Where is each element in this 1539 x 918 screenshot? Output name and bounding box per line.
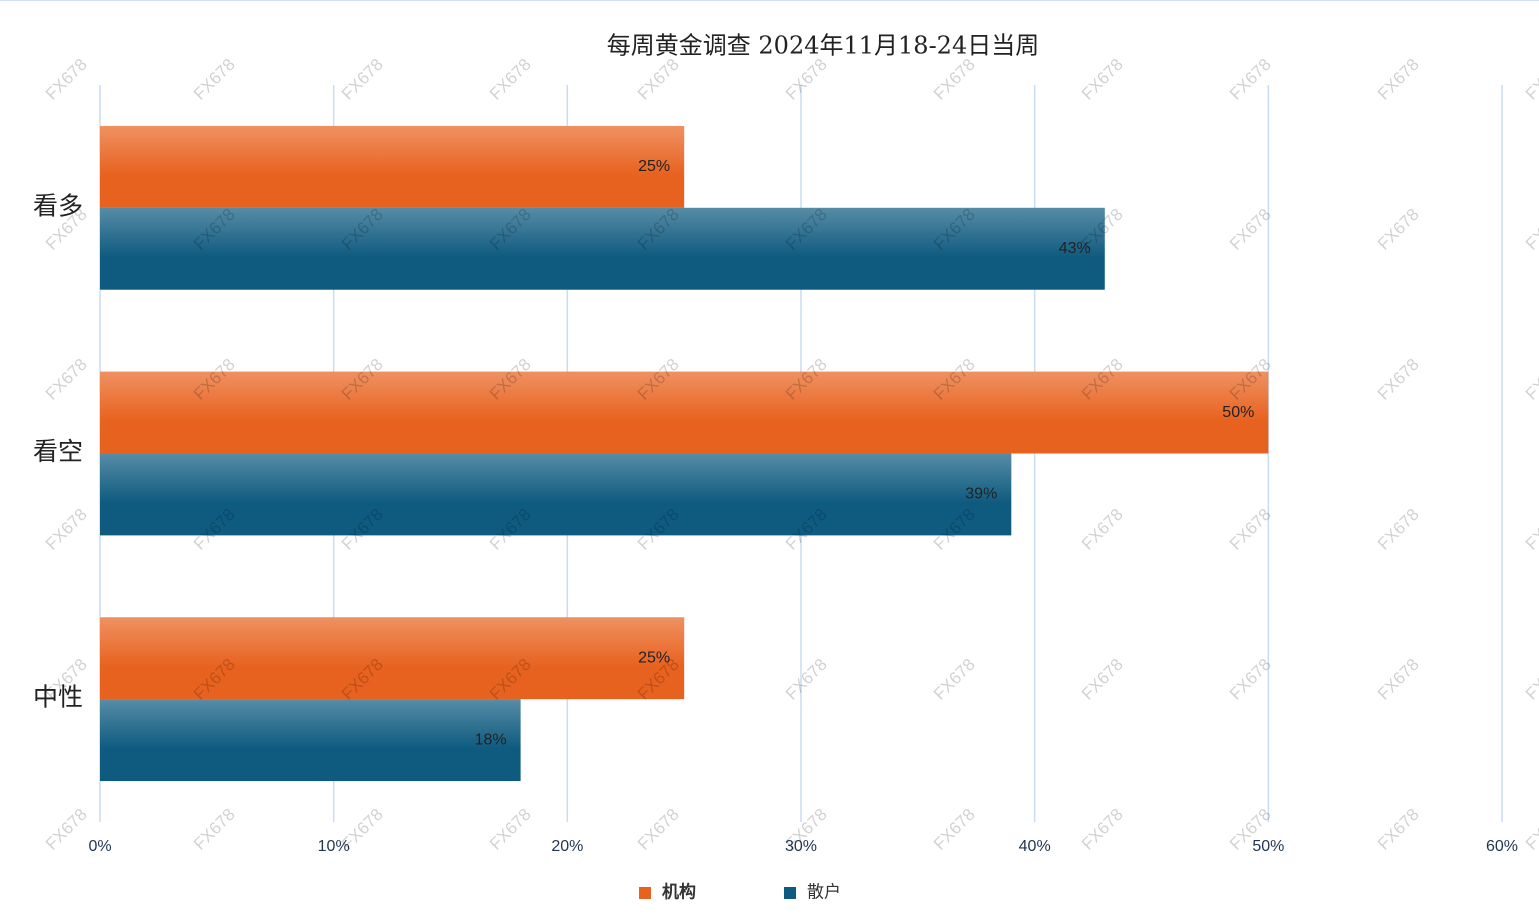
- watermark: FX678: [190, 805, 239, 854]
- data-label: 25%: [638, 649, 670, 666]
- x-tick-label: 20%: [551, 838, 583, 855]
- watermark: FX678: [930, 55, 979, 104]
- watermark: FX678: [1374, 805, 1423, 854]
- data-label: 25%: [638, 158, 670, 175]
- legend-swatch: [784, 887, 796, 899]
- watermark: FX678: [1226, 55, 1275, 104]
- watermark: FX678: [930, 805, 979, 854]
- watermark: FX678: [634, 55, 683, 104]
- data-label: 18%: [475, 731, 507, 748]
- watermark: FX678: [1078, 805, 1127, 854]
- x-tick-label: 0%: [88, 838, 111, 855]
- watermark: FX678: [1522, 505, 1539, 554]
- x-tick-label: 10%: [318, 838, 350, 855]
- watermark: FX678: [42, 805, 91, 854]
- legend-label: 散户: [807, 883, 841, 903]
- y-tick-label: 看空: [33, 437, 83, 466]
- watermark: FX678: [42, 505, 91, 554]
- watermark: FX678: [486, 55, 535, 104]
- bar-shine: [100, 699, 521, 782]
- watermark: FX678: [1522, 655, 1539, 704]
- watermark: FX678: [338, 55, 387, 104]
- watermark: FX678: [1374, 205, 1423, 254]
- x-tick-label: 40%: [1019, 838, 1051, 855]
- y-tick-label: 中性: [33, 683, 83, 712]
- watermark: FX678: [1078, 655, 1127, 704]
- bar-shine: [100, 453, 1012, 536]
- watermark: FX678: [1078, 55, 1127, 104]
- x-tick-label: 50%: [1252, 838, 1284, 855]
- bar-shine: [100, 207, 1105, 290]
- watermark: FX678: [930, 655, 979, 704]
- watermark: FX678: [1226, 205, 1275, 254]
- watermark: FX678: [486, 805, 535, 854]
- watermark: FX678: [782, 655, 831, 704]
- legend-swatch: [639, 887, 651, 899]
- watermark: FX678: [42, 355, 91, 404]
- x-tick-label: 30%: [785, 838, 817, 855]
- bar-shine: [100, 125, 685, 208]
- data-label: 39%: [965, 486, 997, 503]
- data-label: 50%: [1222, 404, 1254, 421]
- watermark: FX678: [1522, 205, 1539, 254]
- y-tick-label: 看多: [33, 191, 83, 220]
- watermark: FX678: [1374, 355, 1423, 404]
- watermark: FX678: [1374, 655, 1423, 704]
- watermark: FX678: [1078, 505, 1127, 554]
- watermark: FX678: [1522, 55, 1539, 104]
- bar-shine: [100, 617, 685, 700]
- data-label: 43%: [1059, 240, 1091, 257]
- legend-label: 机构: [662, 882, 696, 903]
- bar-shine: [100, 371, 1269, 454]
- watermark: FX678: [1226, 655, 1275, 704]
- watermark: FX678: [1522, 805, 1539, 854]
- x-tick-label: 60%: [1486, 838, 1518, 855]
- watermark: FX678: [782, 55, 831, 104]
- watermark: FX678: [1374, 505, 1423, 554]
- watermark: FX678: [42, 55, 91, 104]
- watermark: FX678: [1226, 505, 1275, 554]
- watermark: FX678: [190, 55, 239, 104]
- watermark: FX678: [1522, 355, 1539, 404]
- watermark: FX678: [634, 805, 683, 854]
- watermark: FX678: [338, 805, 387, 854]
- chart-title: 每周黄金调查 2024年11月18-24日当周: [607, 32, 1039, 60]
- watermark: FX678: [1374, 55, 1423, 104]
